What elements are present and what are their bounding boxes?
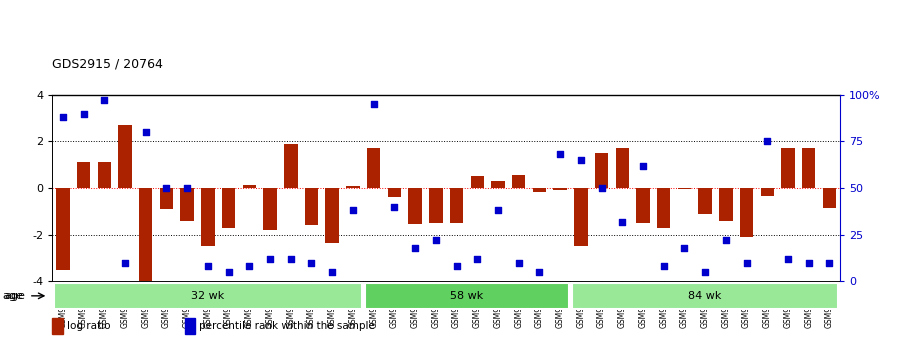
Bar (56, 188, 70, 269)
Point (760, 139, 775, 144)
Bar (367, 148, 380, 188)
Bar (657, 188, 671, 228)
Bar (119, 125, 132, 188)
Text: 58 wk: 58 wk (451, 291, 483, 301)
Bar (263, 188, 277, 230)
Bar (572, 283, 838, 309)
Bar (408, 188, 422, 224)
Point (656, 264, 671, 269)
Bar (450, 188, 463, 223)
Bar (284, 144, 298, 188)
Bar (222, 188, 235, 228)
Point (677, 245, 691, 250)
Bar (365, 283, 569, 309)
Bar (615, 148, 629, 188)
Bar (139, 188, 152, 281)
Point (595, 185, 609, 191)
Point (201, 264, 215, 269)
Bar (823, 188, 836, 208)
Point (449, 264, 463, 269)
Bar (491, 181, 505, 188)
Point (739, 260, 754, 265)
Bar (201, 188, 214, 246)
Bar (699, 188, 712, 214)
Bar (760, 188, 774, 196)
Point (802, 260, 816, 265)
Point (159, 185, 174, 191)
Text: percentile rank within the sample: percentile rank within the sample (199, 321, 375, 331)
Bar (574, 188, 587, 246)
Point (823, 260, 837, 265)
Bar (98, 162, 111, 188)
Point (615, 219, 630, 224)
Point (511, 260, 526, 265)
Bar (740, 188, 753, 237)
Point (491, 208, 505, 213)
Point (367, 101, 381, 107)
Point (719, 237, 733, 243)
Bar (512, 175, 526, 188)
Text: age: age (5, 291, 25, 301)
Bar (553, 188, 567, 190)
Text: 32 wk: 32 wk (191, 291, 224, 301)
Point (470, 256, 484, 262)
Point (55, 115, 70, 120)
Point (243, 264, 257, 269)
Bar (595, 153, 608, 188)
Point (283, 256, 298, 262)
Bar (678, 188, 691, 189)
Bar (305, 188, 319, 225)
Text: GDS2915 / 20764: GDS2915 / 20764 (52, 58, 164, 71)
Point (138, 129, 153, 135)
Bar (429, 188, 443, 223)
Bar (533, 188, 546, 191)
Point (698, 269, 712, 275)
Point (553, 152, 567, 157)
Bar (185, 318, 195, 334)
Point (346, 208, 360, 213)
Bar (802, 148, 815, 188)
Bar (77, 162, 91, 188)
Point (387, 204, 402, 209)
Point (304, 260, 319, 265)
Bar (636, 188, 650, 223)
Point (97, 98, 111, 103)
Bar (387, 188, 401, 197)
Point (118, 260, 132, 265)
Point (222, 269, 236, 275)
Bar (243, 185, 256, 188)
Point (408, 245, 423, 250)
Text: log ratio: log ratio (67, 321, 110, 331)
Text: age: age (3, 291, 24, 301)
Point (325, 269, 339, 275)
Point (781, 256, 795, 262)
Point (76, 111, 91, 116)
Bar (781, 148, 795, 188)
Bar (180, 188, 194, 221)
Point (635, 163, 650, 168)
Bar (347, 186, 359, 188)
Bar (159, 188, 173, 209)
Point (574, 157, 588, 163)
Bar (471, 176, 484, 188)
Bar (54, 283, 362, 309)
Point (262, 256, 277, 262)
Bar (52, 318, 62, 334)
Bar (719, 188, 733, 221)
Point (429, 237, 443, 243)
Point (532, 269, 547, 275)
Bar (326, 188, 339, 243)
Text: 84 wk: 84 wk (689, 291, 722, 301)
Point (180, 185, 195, 191)
